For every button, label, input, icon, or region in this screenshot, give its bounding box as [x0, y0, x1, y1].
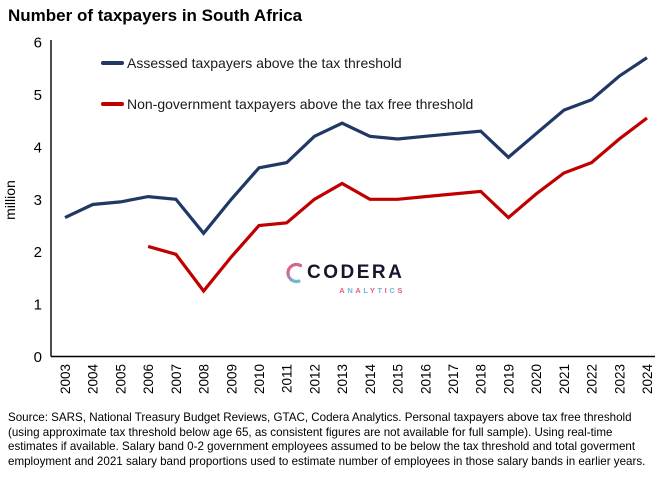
- y-tick-label: 5: [34, 87, 42, 104]
- x-tick-label: 2017: [446, 364, 461, 394]
- x-tick-label: 2012: [307, 364, 322, 394]
- legend-item-assessed: Assessed taxpayers above the tax thresho…: [101, 55, 402, 71]
- x-tick-label: 2014: [363, 364, 378, 395]
- x-tick-label: 2015: [391, 364, 406, 394]
- logo-subtitle-letter: S: [397, 286, 405, 295]
- line-assessed: [64, 56, 648, 236]
- x-tick-label: 2009: [224, 364, 239, 394]
- chart-title: Number of taxpayers in South Africa: [8, 6, 303, 25]
- logo-subtitle: ANALYTICS: [285, 286, 405, 295]
- source-note: Source: SARS, National Treasury Budget R…: [8, 411, 646, 469]
- x-tick-label: 2018: [474, 364, 489, 394]
- legend-swatch-assessed: [101, 61, 124, 65]
- x-tick-label: 2016: [418, 364, 433, 394]
- logo-subtitle-letter: Y: [369, 286, 378, 295]
- logo-subtitle-letter: I: [384, 286, 390, 295]
- legend-swatch-non-government: [101, 102, 124, 106]
- x-tick-label: 2008: [197, 364, 212, 394]
- x-tick-label: 2005: [113, 364, 128, 394]
- codera-c-arc-icon: [286, 262, 303, 284]
- x-tick-label: 2003: [58, 364, 73, 394]
- logo-subtitle-letter: A: [339, 286, 348, 295]
- x-tick-label: 2023: [612, 364, 627, 394]
- y-tick-label: 6: [34, 35, 42, 52]
- legend-label-assessed: Assessed taxpayers above the tax thresho…: [127, 55, 402, 71]
- logo-subtitle-letter: C: [389, 286, 398, 295]
- codera-analytics-logo: CODERA ANALYTICS: [285, 261, 405, 295]
- legend-item-non-government: Non-government taxpayers above the tax f…: [101, 96, 473, 112]
- x-tick-label: 2019: [501, 364, 516, 394]
- x-tick-label: 2010: [252, 364, 267, 394]
- y-tick-label: 2: [34, 244, 42, 261]
- x-tick-label: 2022: [585, 364, 600, 394]
- logo-subtitle-letter: N: [347, 286, 356, 295]
- y-axis-label: million: [2, 180, 18, 220]
- logo-wordmark-row: CODERA: [285, 261, 405, 285]
- legend-label-non-government: Non-government taxpayers above the tax f…: [127, 96, 474, 112]
- y-tick-label: 1: [34, 297, 42, 314]
- x-tick-label: 2020: [529, 364, 544, 394]
- x-tick-label: 2021: [557, 364, 572, 394]
- line-non-government: [147, 116, 648, 294]
- x-tick-label: 2011: [280, 364, 295, 393]
- logo-subtitle-letter: L: [363, 286, 370, 295]
- x-tick-label: 2024: [640, 364, 655, 395]
- logo-word: CODERA: [307, 262, 405, 283]
- y-tick-label: 3: [34, 192, 42, 209]
- y-tick-label: 4: [34, 139, 42, 156]
- logo-subtitle-letter: T: [377, 286, 385, 295]
- x-tick-label: 2013: [335, 364, 350, 394]
- x-tick-label: 2006: [141, 364, 156, 394]
- logo-subtitle-letter: A: [355, 286, 364, 295]
- y-tick-label: 0: [34, 349, 42, 366]
- x-tick-label: 2004: [86, 364, 101, 395]
- x-tick-label: 2007: [169, 364, 184, 394]
